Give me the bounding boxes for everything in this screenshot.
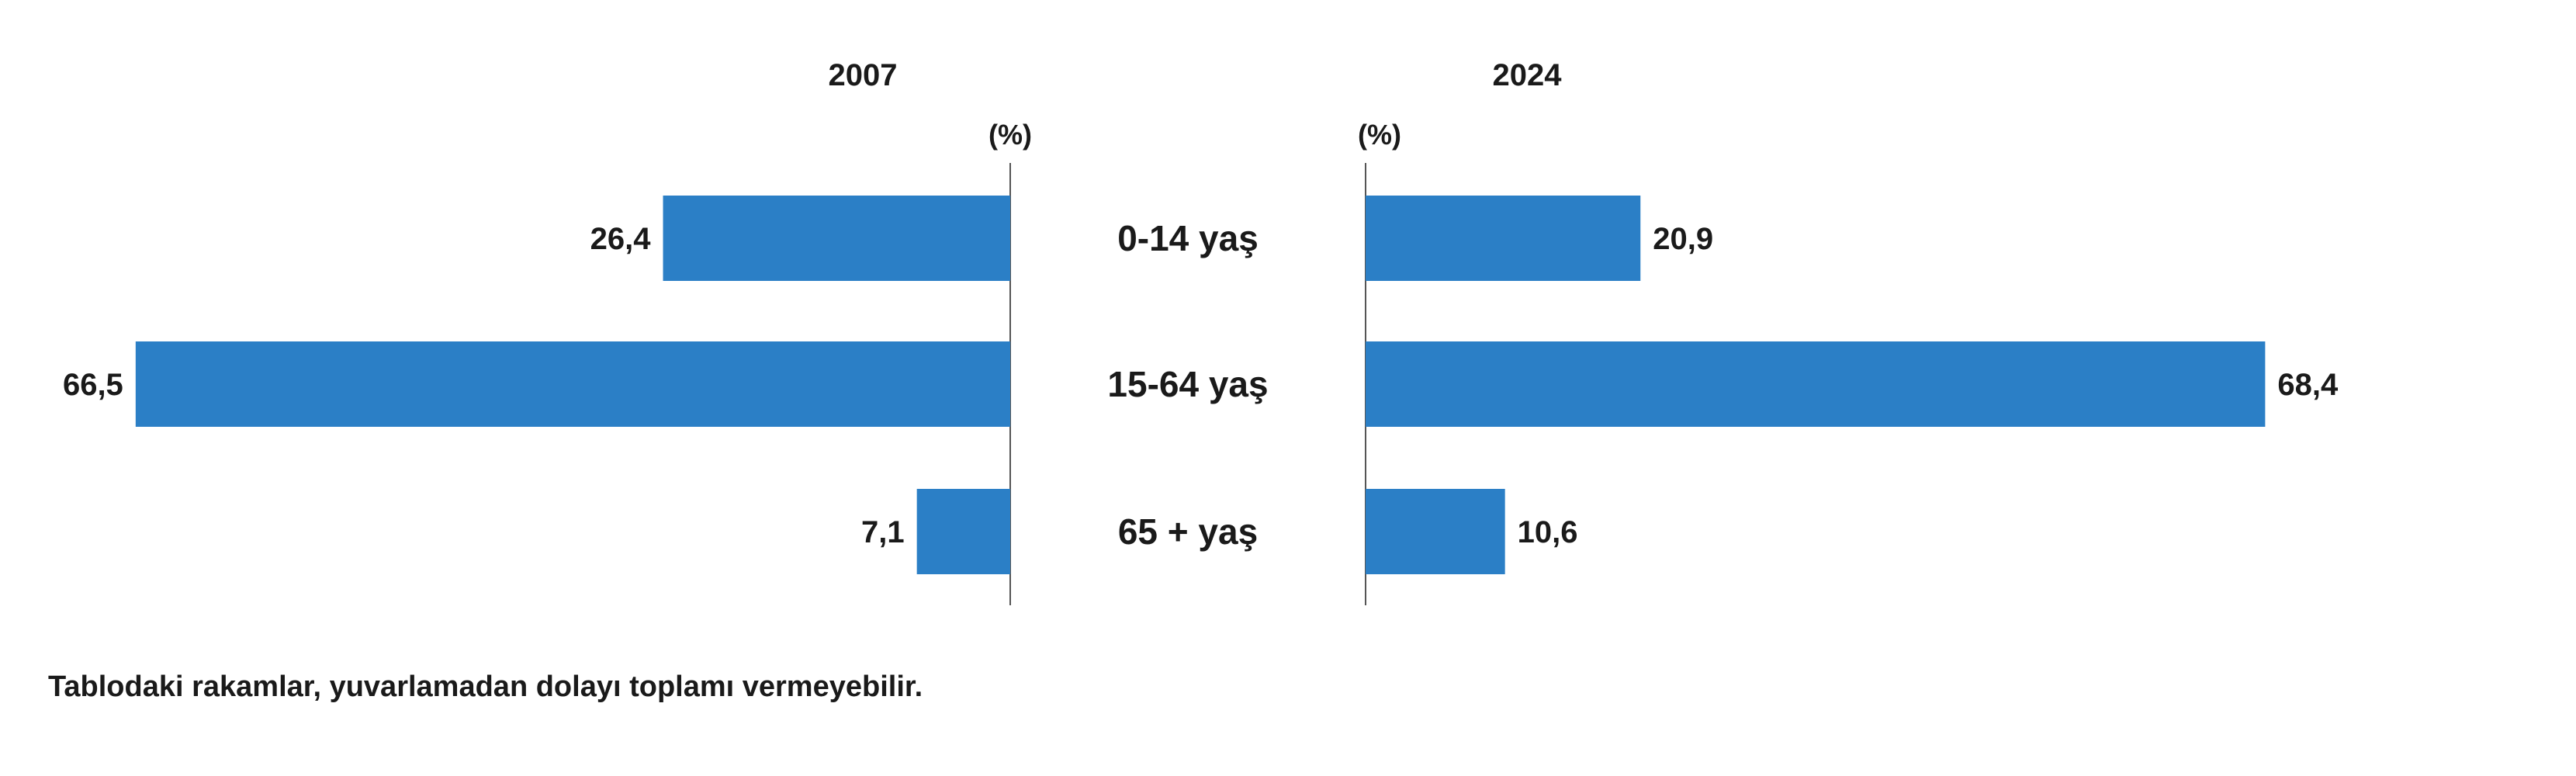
value-label-2024-0: 20,9	[1653, 222, 1713, 256]
category-label-2: 65 + yaş	[1118, 511, 1258, 552]
value-label-2024-2: 10,6	[1518, 515, 1578, 549]
unit-label-2024: (%)	[1358, 119, 1401, 151]
bar-2024-1	[1366, 341, 2266, 427]
bar-2007-0	[663, 196, 1010, 281]
category-label-1: 15-64 yaş	[1107, 364, 1268, 404]
bar-2024-2	[1366, 489, 1505, 574]
footnote: Tablodaki rakamlar, yuvarlamadan dolayı …	[48, 670, 923, 703]
value-label-2024-1: 68,4	[2277, 368, 2339, 402]
category-label-0: 0-14 yaş	[1117, 218, 1259, 258]
unit-label-2007: (%)	[989, 119, 1032, 151]
bar-2007-1	[135, 341, 1011, 427]
title-2024: 2024	[1493, 58, 1563, 92]
value-label-2007-1: 66,5	[63, 368, 123, 402]
bar-2007-2	[916, 489, 1010, 574]
bar-2024-0	[1366, 196, 1641, 281]
value-label-2007-2: 7,1	[861, 515, 905, 549]
title-2007: 2007	[829, 58, 898, 92]
bars-group: 26,4 20,9 0-14 yaş 66,5 68,4 15-64 yaş 7,1 10,6…	[63, 196, 2339, 574]
value-label-2007-0: 26,4	[590, 222, 652, 256]
